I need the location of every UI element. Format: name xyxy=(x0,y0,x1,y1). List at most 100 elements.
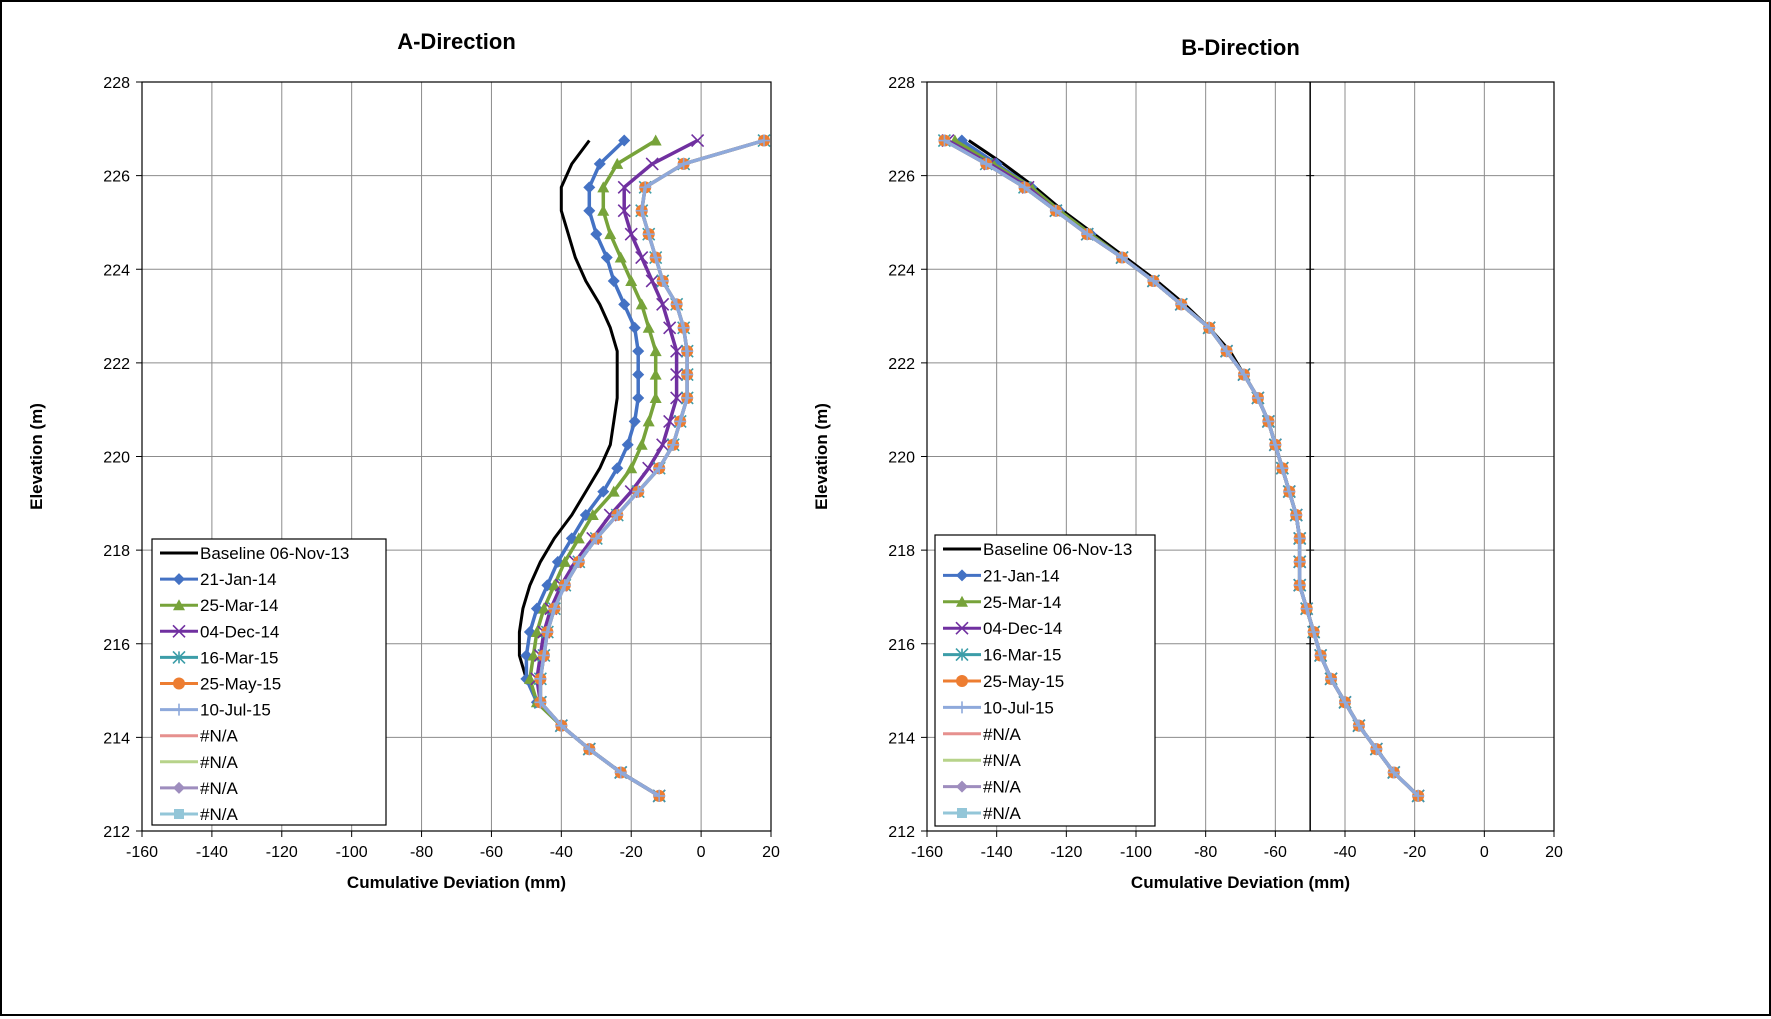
x-axis-title: Cumulative Deviation (mm) xyxy=(347,873,566,892)
legend-label: 25-May-15 xyxy=(983,672,1064,691)
legend-label: #N/A xyxy=(983,804,1021,823)
y-tick-label: 214 xyxy=(103,730,130,747)
data-point xyxy=(628,321,641,334)
data-point xyxy=(674,415,687,428)
data-point xyxy=(607,274,620,287)
y-axis-title: Elevation (m) xyxy=(27,403,46,510)
data-point xyxy=(1339,696,1351,709)
data-point xyxy=(537,602,550,614)
data-point xyxy=(1116,251,1129,264)
legend-item: #N/A xyxy=(160,805,238,824)
data-point xyxy=(590,532,603,545)
data-point xyxy=(649,345,662,357)
legend-label: 16-Mar-15 xyxy=(983,646,1061,665)
data-point xyxy=(632,345,645,358)
legend-item: #N/A xyxy=(943,804,1021,823)
data-point xyxy=(1147,274,1160,287)
legend-marker xyxy=(955,648,969,662)
data-point xyxy=(681,368,694,381)
y-tick-label: 224 xyxy=(888,262,915,279)
data-point xyxy=(1203,321,1216,334)
data-point xyxy=(642,461,656,475)
y-tick-label: 228 xyxy=(103,75,130,92)
data-point xyxy=(534,696,547,709)
x-tick-label: 20 xyxy=(1545,844,1563,861)
x-tick-label: -40 xyxy=(1333,844,1356,861)
plot-border xyxy=(926,81,1555,832)
y-tick-label: 216 xyxy=(103,637,130,654)
legend-item: 25-May-15 xyxy=(943,672,1064,691)
legend-label: 04-Dec-14 xyxy=(200,622,279,641)
data-point xyxy=(541,626,554,639)
data-point xyxy=(670,368,684,382)
data-point xyxy=(618,298,631,311)
data-point xyxy=(548,602,561,615)
chart-b-direction: -160 -140 -120 -100 -80 -60 -40 -20 0 20 212 214 216… xyxy=(812,35,1563,892)
data-point xyxy=(590,228,603,241)
data-point xyxy=(523,672,536,684)
data-point xyxy=(632,485,645,498)
data-point xyxy=(534,672,547,685)
legend-label: Baseline 06-Nov-13 xyxy=(200,544,349,563)
data-point xyxy=(667,438,680,451)
y-tick-label: 214 xyxy=(888,730,915,747)
data-point xyxy=(635,438,648,450)
data-point xyxy=(642,415,655,427)
data-point xyxy=(530,626,543,638)
x-tick-label: -160 xyxy=(126,844,158,861)
legend-label: 04-Dec-14 xyxy=(983,619,1062,638)
legend-marker xyxy=(956,780,968,793)
data-point xyxy=(635,298,648,310)
legend-item: 16-Mar-15 xyxy=(943,646,1061,665)
data-point xyxy=(558,555,571,567)
legend-item: #N/A xyxy=(943,725,1021,744)
legend-item: #N/A xyxy=(160,727,238,746)
data-point xyxy=(1293,579,1306,592)
data-point xyxy=(572,532,585,544)
legend-label: #N/A xyxy=(200,805,238,824)
legend-marker xyxy=(956,675,968,687)
data-point xyxy=(1314,649,1327,662)
data-point xyxy=(617,204,631,218)
data-point xyxy=(1293,532,1306,545)
data-point xyxy=(656,297,670,311)
data-point xyxy=(691,133,705,148)
legend-marker xyxy=(173,703,185,716)
y-tick-label: 220 xyxy=(103,450,130,467)
data-point xyxy=(1262,415,1275,428)
legend-item: 25-May-15 xyxy=(160,675,281,694)
data-point xyxy=(572,555,585,568)
y-tick-label: 226 xyxy=(103,169,130,186)
chart-a-direction: -160 -140 -120 -100 -80 -60 -40 -20 0 20 212 214 216… xyxy=(27,29,780,892)
legend: Baseline 06-Nov-13 21-Jan-14 25-Mar-14 04-D… xyxy=(934,534,1156,827)
y-tick-label: 222 xyxy=(888,356,915,373)
data-point xyxy=(670,391,684,405)
x-tick-label: 20 xyxy=(762,844,780,861)
data-point xyxy=(1276,462,1289,475)
data-point xyxy=(1237,368,1250,381)
data-point xyxy=(649,391,662,403)
legend-marker xyxy=(174,809,184,819)
data-point xyxy=(642,321,655,333)
legend-item: #N/A xyxy=(160,753,238,772)
legend-item: 25-Mar-14 xyxy=(160,596,278,615)
x-tick-label: -120 xyxy=(1050,844,1082,861)
data-point xyxy=(681,391,694,404)
legend-label: 25-Mar-14 xyxy=(983,593,1061,612)
data-point xyxy=(611,509,624,522)
data-point xyxy=(1307,626,1320,639)
data-point xyxy=(611,462,624,475)
legend-item: #N/A xyxy=(943,751,1021,770)
data-point xyxy=(639,181,652,194)
legend-item: 04-Dec-14 xyxy=(160,622,279,641)
data-point xyxy=(632,368,645,381)
data-point xyxy=(1300,602,1313,615)
data-point xyxy=(1251,391,1264,404)
data-point xyxy=(1387,766,1400,779)
x-tick-label: -60 xyxy=(480,844,503,861)
data-point xyxy=(597,181,610,193)
y-tick-label: 212 xyxy=(888,824,915,841)
x-tick-label: -20 xyxy=(1403,844,1426,861)
x-tick-label: -20 xyxy=(620,844,643,861)
